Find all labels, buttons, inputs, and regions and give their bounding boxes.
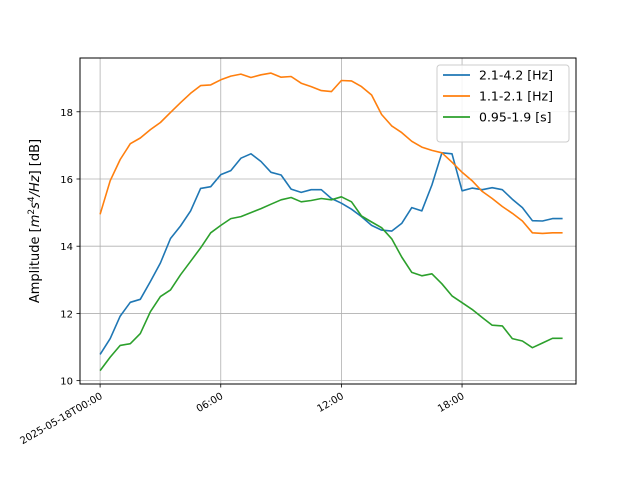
y-tick-label: 10 (60, 377, 73, 388)
x-tick-label: 2025-05-18T00:00 (19, 391, 105, 447)
y-tick-label: 16 (60, 175, 73, 186)
x-tick-label: 18:00 (436, 391, 466, 415)
x-tick-label: 12:00 (315, 391, 345, 415)
legend-label: 2.1-4.2 [Hz] (479, 68, 553, 83)
ticks: 2025-05-18T00:00 06:00 12:00 18:00 10 12 14 16 1… (19, 108, 467, 447)
series-line-3 (99, 196, 563, 372)
plot-frame (79, 57, 577, 385)
y-tick-label: 14 (60, 242, 73, 253)
legend-label: 0.95-1.9 [s] (479, 110, 551, 125)
legend-box (436, 64, 570, 143)
series-line-1 (99, 152, 563, 355)
y-tick-label: 12 (60, 309, 73, 320)
series-line-2 (99, 72, 563, 235)
x-tick-label: 06:00 (195, 391, 225, 415)
y-tick-label: 18 (60, 108, 73, 119)
legend-label: 1.1-2.1 [Hz] (479, 89, 553, 104)
y-axis-title: Amplitude [m2s4/Hz] [dB] (27, 139, 43, 303)
series-lines (99, 72, 563, 372)
legend: 2.1-4.2 [Hz] 1.1-2.1 [Hz] 0.95-1.9 [s] (436, 64, 570, 143)
